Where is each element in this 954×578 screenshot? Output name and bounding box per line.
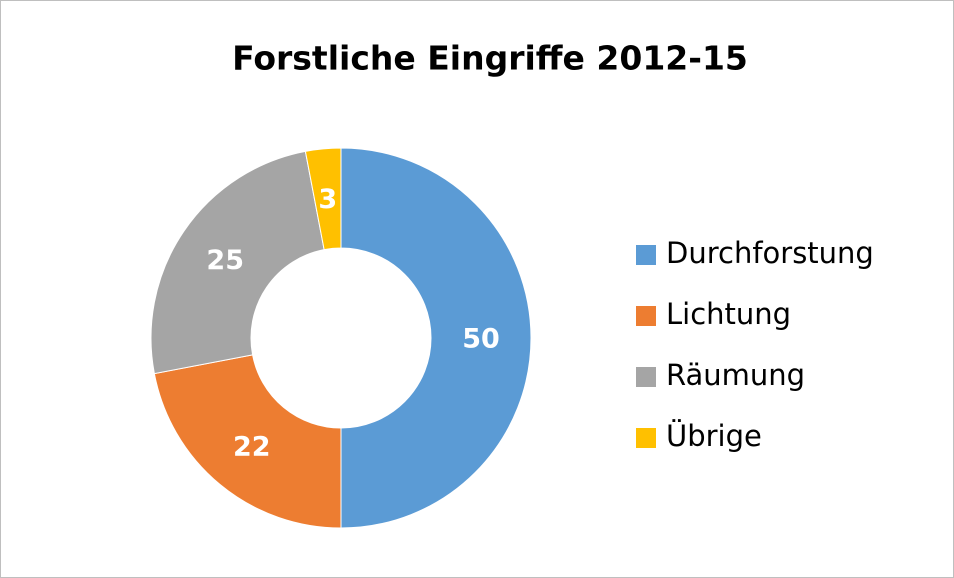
data-label: 25: [206, 245, 244, 276]
legend-swatch: [636, 306, 656, 326]
donut-segment: [340, 147, 532, 529]
legend-swatch: [636, 245, 656, 265]
legend-label: Räumung: [666, 358, 805, 392]
data-label: 50: [462, 324, 500, 355]
chart-title: Forstliche Eingriffe 2012-15: [232, 39, 748, 78]
data-label: 22: [233, 431, 271, 462]
legend-label: Übrige: [666, 419, 762, 453]
legend-swatch: [636, 428, 656, 448]
donut-segment: [153, 354, 342, 529]
donut-segment: [304, 147, 342, 251]
data-label: 3: [318, 184, 337, 215]
donut-segment: [150, 150, 325, 375]
legend-swatch: [636, 367, 656, 387]
legend-label: Lichtung: [666, 297, 791, 331]
legend-label: Durchforstung: [666, 236, 874, 270]
